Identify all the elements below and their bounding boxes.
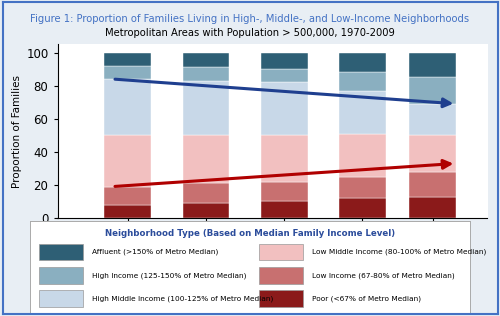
- Bar: [410, 52, 456, 77]
- Bar: [182, 67, 230, 81]
- Bar: [259, 267, 303, 284]
- Bar: [104, 186, 152, 205]
- Bar: [339, 134, 386, 177]
- Bar: [410, 135, 456, 172]
- Bar: [182, 183, 230, 203]
- Text: Low Middle Income (80-100% of Metro Median): Low Middle Income (80-100% of Metro Medi…: [312, 249, 486, 255]
- Bar: [339, 91, 386, 134]
- Bar: [104, 205, 152, 218]
- Bar: [410, 77, 456, 104]
- Bar: [339, 198, 386, 218]
- Text: Low Income (67-80% of Metro Median): Low Income (67-80% of Metro Median): [312, 272, 454, 278]
- Bar: [339, 72, 386, 91]
- Bar: [410, 197, 456, 218]
- Bar: [339, 52, 386, 72]
- Text: High Income (125-150% of Metro Median): High Income (125-150% of Metro Median): [92, 272, 246, 278]
- Bar: [261, 182, 308, 202]
- Text: Neighborhood Type (Based on Median Family Income Level): Neighborhood Type (Based on Median Famil…: [105, 229, 395, 238]
- Text: High Middle Income (100-125% of Metro Median): High Middle Income (100-125% of Metro Me…: [92, 295, 273, 302]
- Bar: [39, 290, 83, 307]
- Bar: [259, 290, 303, 307]
- Bar: [39, 267, 83, 284]
- Bar: [39, 244, 83, 260]
- Bar: [104, 135, 152, 186]
- Bar: [261, 69, 308, 82]
- Bar: [104, 52, 152, 66]
- Text: Poor (<67% of Metro Median): Poor (<67% of Metro Median): [312, 295, 420, 302]
- Bar: [410, 104, 456, 135]
- Bar: [182, 81, 230, 135]
- Bar: [182, 203, 230, 218]
- Bar: [261, 135, 308, 182]
- Bar: [261, 82, 308, 135]
- Bar: [339, 177, 386, 198]
- Bar: [261, 202, 308, 218]
- Bar: [182, 135, 230, 183]
- Bar: [182, 52, 230, 67]
- Y-axis label: Proportion of Families: Proportion of Families: [12, 75, 22, 188]
- Bar: [410, 172, 456, 197]
- Text: Metropolitan Areas with Population > 500,000, 1970-2009: Metropolitan Areas with Population > 500…: [105, 28, 395, 39]
- Bar: [104, 66, 152, 79]
- Bar: [104, 79, 152, 135]
- Bar: [259, 244, 303, 260]
- Bar: [261, 52, 308, 69]
- Text: Affluent (>150% of Metro Median): Affluent (>150% of Metro Median): [92, 249, 218, 255]
- Text: Figure 1: Proportion of Families Living in High-, Middle-, and Low-Income Neighb: Figure 1: Proportion of Families Living …: [30, 14, 469, 24]
